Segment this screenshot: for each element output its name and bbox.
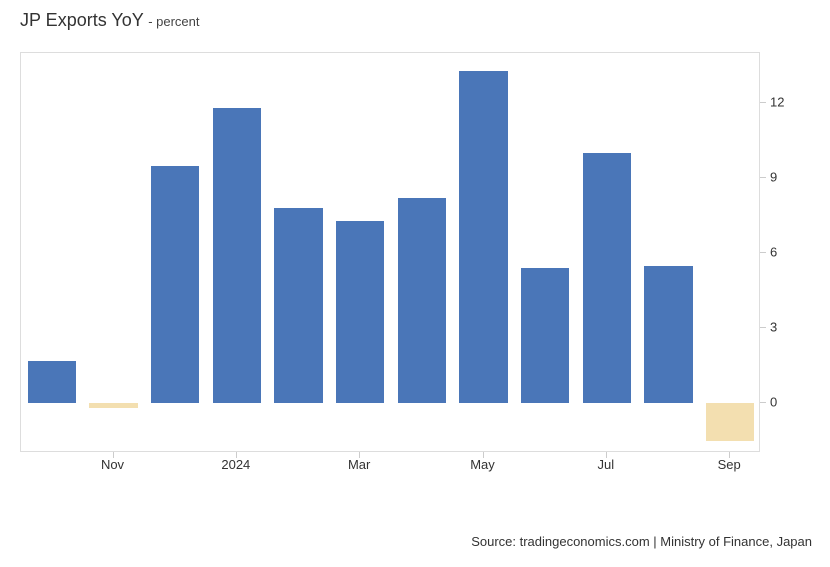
x-tick [606, 452, 607, 458]
x-axis-label: Mar [348, 457, 370, 472]
chart-container: Nov 2024 Mar May Jul Sep 0 3 6 9 12 [20, 52, 800, 482]
x-axis-label: Jul [598, 457, 615, 472]
bar [459, 71, 507, 404]
y-tick [760, 252, 766, 253]
source-attribution: Source: tradingeconomics.com | Ministry … [471, 534, 812, 549]
x-axis-label: Sep [718, 457, 741, 472]
bar [583, 153, 631, 403]
bar [213, 108, 261, 403]
bar [151, 166, 199, 404]
bar [521, 268, 569, 403]
plot-area [20, 52, 760, 452]
bar [89, 403, 137, 408]
x-tick [236, 452, 237, 458]
y-tick [760, 327, 766, 328]
x-axis-label: Nov [101, 457, 124, 472]
x-tick [359, 452, 360, 458]
y-axis-label: 9 [770, 170, 777, 185]
y-tick [760, 402, 766, 403]
title-sub: - percent [148, 14, 199, 29]
y-axis-labels: 0 3 6 9 12 [765, 52, 800, 452]
title-main: JP Exports YoY [20, 10, 144, 30]
x-axis-labels: Nov 2024 Mar May Jul Sep [20, 457, 760, 479]
x-axis-label: 2024 [221, 457, 250, 472]
y-tick [760, 102, 766, 103]
x-axis-label: May [470, 457, 495, 472]
chart-title: JP Exports YoY - percent [20, 10, 200, 31]
y-axis-label: 0 [770, 395, 777, 410]
y-axis-label: 6 [770, 245, 777, 260]
y-axis-label: 12 [770, 95, 784, 110]
bar [706, 403, 754, 441]
bar [644, 266, 692, 404]
bar [28, 361, 76, 404]
bar [336, 221, 384, 404]
y-tick [760, 177, 766, 178]
x-tick [729, 452, 730, 458]
bar [274, 208, 322, 403]
y-axis-label: 3 [770, 320, 777, 335]
x-tick [483, 452, 484, 458]
x-tick [113, 452, 114, 458]
bar [398, 198, 446, 403]
